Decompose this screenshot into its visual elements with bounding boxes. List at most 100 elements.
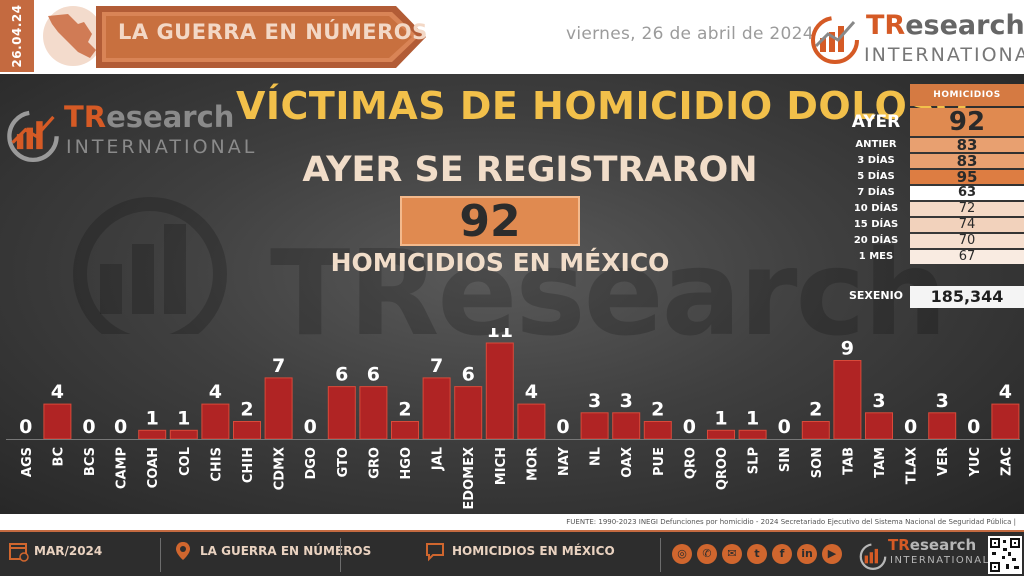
tick-label-son: SON (810, 447, 825, 478)
tick-label-gto: GTO (336, 447, 351, 477)
data-label-qro: 0 (683, 416, 696, 438)
tick-label-slp: SLP (747, 447, 762, 474)
subtitle: AYER SE REGISTRARON (302, 150, 758, 190)
brand-name: TResearch (866, 10, 1024, 41)
mail-icon[interactable]: ✉ (722, 544, 742, 564)
stats-row-label: 20 DÍAS (853, 235, 899, 246)
footer-divider (340, 538, 341, 572)
data-label-coah: 1 (146, 407, 159, 429)
bar-gro (359, 386, 388, 440)
qr-code-icon[interactable] (988, 536, 1022, 574)
data-label-sin: 0 (778, 416, 791, 438)
data-label-tab: 9 (841, 338, 854, 360)
data-label-slp: 1 (746, 407, 759, 429)
stats-row-label: AYER (851, 112, 901, 132)
data-label-nl: 3 (588, 390, 601, 412)
brand-chart-icon (7, 110, 59, 162)
stats-row-value: 95 (910, 170, 1024, 185)
bar-bc (43, 403, 72, 440)
bar-chis (201, 403, 230, 440)
data-label-dgo: 0 (304, 416, 317, 438)
tick-label-ags: AGS (20, 447, 35, 477)
source-note: FUENTE: 1990-2023 INEGI Defunciones por … (0, 514, 1024, 530)
data-label-cdmx: 7 (272, 355, 285, 377)
bar-zac (991, 403, 1020, 440)
tick-label-pue: PUE (652, 447, 667, 476)
tick-label-hgo: HGO (399, 447, 414, 480)
tick-label-tab: TAB (841, 447, 856, 475)
stats-row: 5 DÍAS 95 (842, 170, 1024, 185)
chat-icon (426, 543, 444, 562)
bar-mich (485, 342, 514, 440)
footer-bar: MAR/2024 LA GUERRA EN NÚMEROS HOMICIDIOS… (0, 530, 1024, 576)
bar-nl (580, 412, 609, 440)
date-text: viernes, 26 de abril de 2024 (566, 24, 814, 44)
data-label-col: 1 (177, 407, 190, 429)
tick-label-jal: JAL (431, 447, 446, 471)
tick-label-dgo: DGO (304, 447, 319, 480)
bar-jal (422, 377, 451, 440)
tick-label-camp: CAMP (115, 447, 130, 489)
tick-label-sin: SIN (778, 447, 793, 472)
linkedin-icon[interactable]: in (797, 544, 817, 564)
tick-label-chis: CHIS (209, 447, 224, 482)
count-caption: HOMICIDIOS EN MÉXICO (330, 248, 670, 277)
title-banner (96, 6, 426, 68)
footer-divider (160, 538, 161, 572)
brand-intl: INTERNATIONAL (890, 555, 990, 566)
tick-label-chih: CHIH (241, 447, 256, 483)
twitter-icon[interactable]: t (747, 544, 767, 564)
footer-topic: HOMICIDIOS EN MÉXICO (452, 544, 615, 558)
youtube-icon[interactable]: ▶ (822, 544, 842, 564)
bar-tab (833, 360, 862, 440)
homicides-by-state-chart: 0 AGS 4 BC 0 BCS 0 CAMP 1 COAH 1 COL 4 CHIS 2 CHIH 7 CDMX… (0, 328, 1024, 514)
brand-chart-icon (811, 16, 859, 64)
stats-header: HOMICIDIOS (910, 84, 1024, 106)
tick-label-tam: TAM (873, 447, 888, 478)
bar-oax (612, 412, 641, 440)
tick-label-gro: GRO (367, 447, 382, 479)
brand-intl: INTERNATIONAL (864, 44, 1024, 66)
stats-row-value: 67 (910, 250, 1024, 264)
data-label-tam: 3 (872, 390, 885, 412)
map-pin-icon (176, 542, 190, 560)
tick-label-mich: MICH (494, 447, 509, 485)
data-label-bcs: 0 (82, 416, 95, 438)
globe-icon[interactable]: ◎ (672, 544, 692, 564)
tick-label-yuc: YUC (968, 447, 983, 478)
bar-chart-svg: 0 AGS 4 BC 0 BCS 0 CAMP 1 COAH 1 COL 4 CHIS 2 CHIH 7 CDMX… (6, 328, 1020, 510)
stats-row-value: 83 (910, 138, 1024, 153)
stats-row: ANTIER 83 (842, 138, 1024, 153)
brand-intl: INTERNATIONAL (66, 136, 258, 158)
bar-qroo (707, 429, 735, 440)
whatsapp-icon[interactable]: ✆ (697, 544, 717, 564)
mexico-map-icon (43, 6, 103, 66)
data-label-camp: 0 (114, 416, 127, 438)
bar-mor (517, 403, 546, 440)
tick-label-qro: QRO (683, 447, 698, 479)
footer-period: MAR/2024 (34, 544, 103, 558)
top-header: 26.04.24 LA GUERRA EN NÚMEROS viernes, 2… (0, 0, 1024, 72)
tick-label-nl: NL (589, 447, 604, 466)
data-label-zac: 4 (999, 381, 1012, 403)
data-label-mor: 4 (525, 381, 538, 403)
banner-title: LA GUERRA EN NÚMEROS (118, 20, 428, 44)
stats-row-label: 1 MES (858, 251, 894, 262)
stats-row-label: 10 DÍAS (853, 203, 899, 214)
tick-label-qroo: QROO (715, 447, 730, 490)
tick-label-ver: VER (936, 447, 951, 476)
stats-row-value: 72 (910, 202, 1024, 216)
brand-name: TResearch (64, 100, 235, 134)
stats-row-label: 7 DÍAS (857, 187, 895, 198)
facebook-icon[interactable]: f (772, 544, 792, 564)
date-strip: 26.04.24 (0, 0, 34, 72)
data-label-ags: 0 (19, 416, 32, 438)
stats-row-value: 74 (910, 218, 1024, 232)
bar-coah (138, 429, 167, 440)
data-label-mich: 11 (487, 328, 513, 342)
stats-row: AYER 92 (842, 108, 1024, 136)
brand-name: TResearch (888, 536, 977, 554)
bar-son (801, 421, 830, 440)
stats-row: 20 DÍAS 70 (842, 234, 1024, 248)
watermark-logo-icon (73, 197, 227, 334)
